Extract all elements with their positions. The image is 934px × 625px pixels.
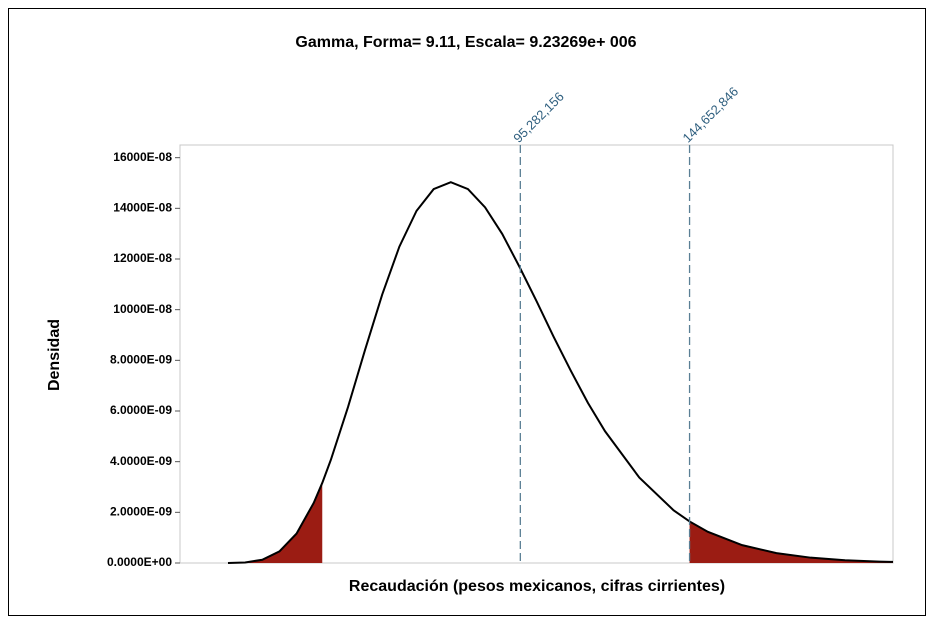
chart-title: Gamma, Forma= 9.11, Escala= 9.23269e+ 00…	[295, 34, 636, 51]
y-tick-label: 12000E-08	[113, 251, 172, 265]
lower-tail	[227, 482, 323, 563]
y-tick-label: 16000E-08	[113, 150, 172, 164]
y-tick-label: 4.0000E-09	[110, 454, 172, 468]
x-axis-label: Recaudación (pesos mexicanos, cifras cir…	[349, 578, 725, 595]
density-curve	[227, 181, 894, 564]
y-tick-label: 2.0000E-09	[110, 505, 172, 519]
frame	[8, 8, 926, 616]
y-axis-label: Densidad	[46, 319, 63, 391]
y-tick-label: 6.0000E-09	[110, 403, 172, 417]
y-tick-label: 14000E-08	[113, 201, 172, 215]
upper-tail	[689, 521, 893, 563]
y-tick-label: 10000E-08	[113, 302, 172, 316]
plot-area	[179, 144, 894, 564]
y-tick-label: 8.0000E-09	[110, 353, 172, 367]
y-tick-label: 0.0000E+00	[107, 555, 172, 569]
